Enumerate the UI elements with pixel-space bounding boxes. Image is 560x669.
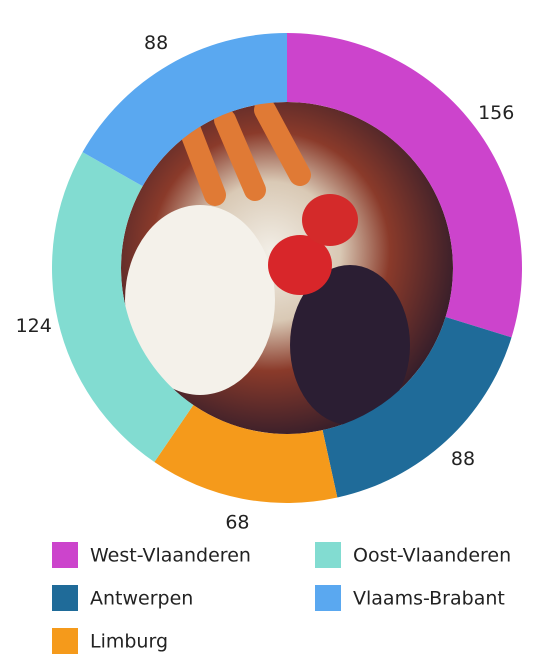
donut-slice	[52, 152, 194, 463]
legend-label: Antwerpen	[90, 588, 193, 610]
data-label: 124	[16, 315, 52, 337]
donut-slice	[82, 32, 287, 187]
center-photo	[121, 99, 453, 434]
legend-label: Limburg	[90, 631, 168, 653]
legend-swatch	[52, 542, 78, 568]
legend-swatch	[52, 585, 78, 611]
data-label: 156	[478, 102, 514, 124]
legend-label: Oost-Vlaanderen	[353, 545, 511, 567]
data-label: 68	[225, 512, 249, 534]
donut-slice	[154, 405, 338, 503]
legend-swatch	[315, 542, 341, 568]
legend-swatch	[315, 585, 341, 611]
legend-label: Vlaams-Brabant	[353, 588, 505, 610]
data-label: 88	[144, 32, 168, 54]
legend-swatch	[52, 628, 78, 654]
donut-slice	[322, 317, 512, 498]
legend-label: West-Vlaanderen	[90, 545, 251, 567]
data-label: 88	[451, 448, 475, 470]
donut-slice	[287, 33, 522, 338]
